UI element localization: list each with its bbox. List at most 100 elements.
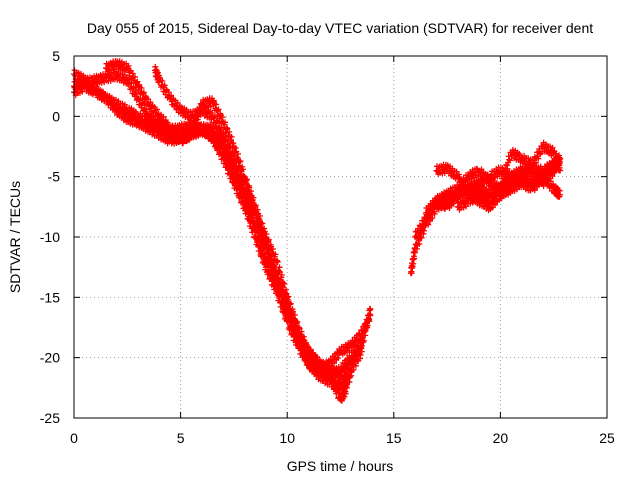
data-point-interp [335,352,342,359]
data-point-interp [271,264,278,271]
data-point-interp [278,272,285,279]
data-point-interp [125,62,132,69]
data-point-interp [222,119,229,126]
data-point-interp [274,259,281,266]
data-point-interp [131,73,138,80]
data-point-interp [506,157,513,164]
data-point-interp [263,261,270,268]
data-point-interp [455,171,462,178]
data-point-interp [160,113,167,120]
x-tick-label: 15 [386,430,402,446]
x-tick-label: 0 [70,430,78,446]
data-point-interp [207,110,214,117]
data-point [348,372,355,379]
data-point-interp [224,125,231,132]
data-point-interp [245,211,252,218]
data-point-interp [215,106,222,113]
data-point-interp [239,166,246,173]
data-point-interp [411,255,418,262]
y-tick-label: 5 [52,48,60,64]
data-point-interp [272,251,279,258]
data-point-interp [497,187,504,194]
data-point-interp [452,197,459,204]
data-point-interp [420,224,427,231]
data-point-interp [263,231,270,238]
data-point-interp [294,318,301,325]
data-point-interp [265,236,272,243]
y-axis-label: SDTVAR / TECUs [7,181,23,293]
data-point [557,191,564,198]
data-point-interp [431,204,438,211]
y-tick-label: -10 [40,229,60,245]
data-point-interp [413,234,420,241]
data-point-interp [277,269,284,276]
series-track-4 [102,58,365,383]
data-point-interp [555,159,562,166]
data-point-interp [285,293,292,300]
data-point-interp [538,179,545,186]
data-point-interp [230,174,237,181]
data-point-interp [213,138,220,145]
data-point-interp [416,240,423,247]
data-point-interp [192,123,199,130]
data-point-interp [174,99,181,106]
data-point-interp [256,243,263,250]
data-point-interp [549,173,556,180]
data-point-interp [252,202,259,209]
data-point-interp [250,194,257,201]
series-track-6 [177,95,374,383]
data-point-interp [140,89,147,96]
data-point-interp [248,218,255,225]
data-point-interp [219,114,226,121]
data-point-interp [349,361,356,368]
data-point-interp [303,340,310,347]
data-point-interp [219,150,226,157]
data-point-interp [342,390,349,397]
data-point-interp [290,308,297,315]
data-point [557,167,564,174]
data-point-interp [259,220,266,227]
data-point-interp [287,300,294,307]
data-point-interp [145,96,152,103]
chart-title: Day 055 of 2015, Sidereal Day-to-day VTE… [87,20,593,36]
data-point-interp [307,346,314,353]
data-point-interp [213,101,220,108]
data-point-interp [549,165,556,172]
data-point-interp [531,187,538,194]
data-point-interp [352,357,359,364]
data-point-interp [535,155,542,162]
data-point-interp [491,196,498,203]
data-point-interp [250,225,257,232]
data-point-interp [232,179,239,186]
data-point-interp [553,154,560,161]
series-track-11 [422,158,557,218]
data-point-interp [235,151,242,158]
data-point-interp [281,280,288,287]
data-point-interp [168,92,175,99]
tick-layer: 0 5 10 15 20 25 -25 -20 -15 -10 -5 0 5 [40,48,615,446]
data-point-interp [325,362,332,369]
data-point-interp [365,315,372,322]
data-point-interp [153,106,160,113]
data-point-interp [197,108,204,115]
data-point-interp [500,179,507,186]
data-point-interp [256,213,263,220]
data-point-interp [478,166,485,173]
data-point-interp [161,82,168,89]
data-point-interp [147,99,154,106]
data-point-interp [343,370,350,377]
data-point-interp [246,184,253,191]
data-point-interp [138,84,145,91]
data-point-interp [228,133,235,140]
x-axis-label: GPS time / hours [287,458,394,474]
data-point-interp [152,63,159,70]
data-point [367,306,374,313]
data-point-interp [352,362,359,369]
data-point-interp [165,121,172,128]
y-tick-label: -15 [40,289,60,305]
data-point-interp [492,201,499,208]
x-tick-label: 25 [599,430,615,446]
data-point-interp [360,337,367,344]
